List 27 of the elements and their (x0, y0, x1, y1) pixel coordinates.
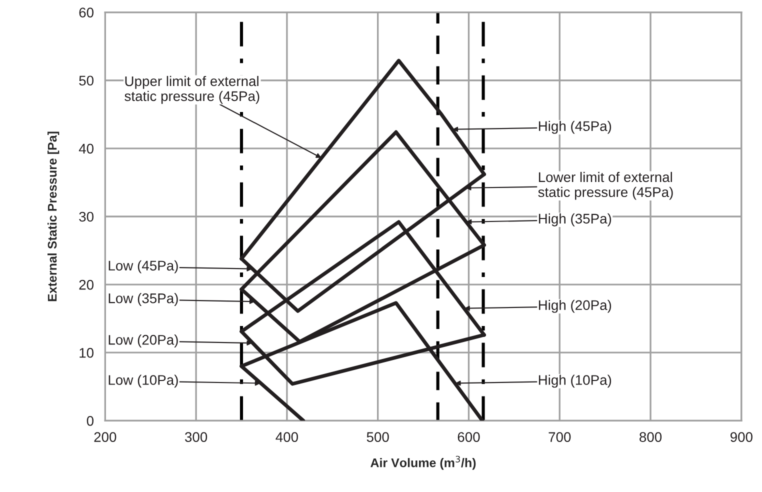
x-tick-label: 700 (548, 432, 571, 442)
y-axis-title: External Static Pressure [Pa] (48, 132, 60, 302)
annotation: Low (20Pa) (108, 334, 178, 348)
annotation: High (10Pa) (538, 374, 612, 388)
annotation: High (45Pa) (538, 120, 612, 134)
y-tick-label: 30 (79, 212, 94, 222)
y-tick-label: 60 (79, 8, 94, 18)
x-tick-label: 900 (730, 432, 752, 442)
y-tick-label: 40 (78, 144, 94, 154)
x-tick-label: 400 (276, 432, 298, 442)
y-tick-label: 20 (79, 280, 94, 290)
x-tick-label: 800 (640, 432, 662, 442)
annotation: Low (10Pa) (108, 374, 178, 388)
x-tick-label: 500 (366, 432, 389, 442)
x-axis-title: Air Volume (m$^{3}$/h) (370, 456, 476, 470)
annotation: Low (35Pa) (108, 293, 178, 306)
y-tick-label: 50 (79, 76, 94, 86)
annotation: Lower limit of external static pressure (45Pa) (538, 172, 673, 200)
annotation: Low (45Pa) (108, 260, 178, 274)
y-tick-label: 0 (86, 416, 94, 426)
annotation: High (35Pa) (538, 213, 612, 226)
annotation: Upper limit of external static pressure (45Pa) (124, 76, 260, 104)
y-tick-label: 10 (80, 348, 94, 358)
x-tick-label: 600 (458, 432, 480, 442)
x-tick-label: 200 (94, 432, 116, 442)
x-tick-label: 300 (184, 432, 208, 442)
annotation: High (20Pa) (538, 300, 612, 313)
